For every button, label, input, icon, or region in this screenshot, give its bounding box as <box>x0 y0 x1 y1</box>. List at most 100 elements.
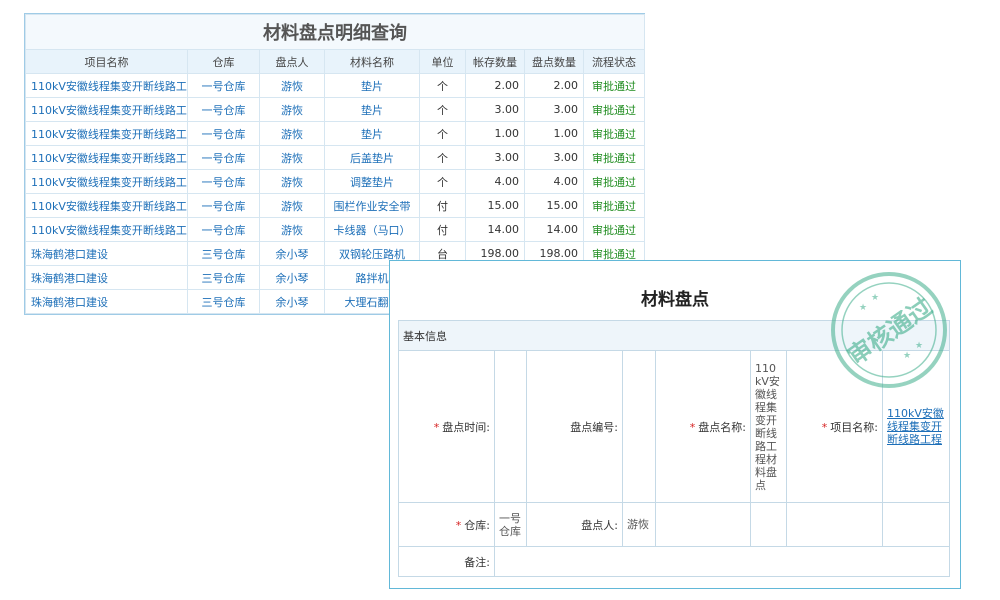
table-cell: 审批通过 <box>583 73 645 98</box>
table-cell: 3.00 <box>524 97 584 122</box>
table-cell: 3.00 <box>465 97 525 122</box>
required-mark: * <box>455 518 462 532</box>
table-cell: 个 <box>419 73 466 98</box>
table-cell: 付 <box>419 193 466 218</box>
table-cell: 游恢 <box>259 169 325 194</box>
table-cell: 审批通过 <box>583 121 645 146</box>
table-cell: 珠海鹤港口建设 <box>25 241 188 266</box>
table-cell: 珠海鹤港口建设 <box>25 289 188 314</box>
table-cell: 3.00 <box>465 145 525 170</box>
table-cell: 垫片 <box>324 121 420 146</box>
field-value <box>750 502 787 547</box>
table-cell: 一号仓库 <box>187 73 260 98</box>
column-header: 帐存数量 <box>465 49 525 74</box>
label-text: 盘点时间: <box>442 420 490 434</box>
field-label <box>655 502 751 547</box>
column-header: 流程状态 <box>583 49 645 74</box>
svg-text:★: ★ <box>859 303 867 313</box>
table-cell: 14.00 <box>524 217 584 242</box>
table-cell: 游恢 <box>259 193 325 218</box>
table-cell: 3.00 <box>524 145 584 170</box>
label-text: 仓库: <box>464 518 490 532</box>
label-text: 项目名称: <box>830 420 878 434</box>
table-cell: 110kV安徽线程集变开断线路工程 <box>25 145 188 170</box>
table-cell: 2.00 <box>524 73 584 98</box>
table-cell: 审批通过 <box>583 217 645 242</box>
data-row: 110kV安徽线程集变开断线路工程 一号仓库 游恢 围栏作业安全带付 15.00 15.0… <box>25 193 645 218</box>
table-cell: 2.00 <box>465 73 525 98</box>
data-row: 110kV安徽线程集变开断线路工程 一号仓库 游恢 调整垫片个 4.00 4.00 审批通过 <box>25 169 645 194</box>
column-header: 材料名称 <box>324 49 420 74</box>
data-row: 110kV安徽线程集变开断线路工程 一号仓库 游恢 垫片个 2.00 2.00 审批通过 <box>25 73 645 98</box>
column-header: 项目名称 <box>25 49 188 74</box>
table-cell: 一号仓库 <box>187 169 260 194</box>
table-cell: 一号仓库 <box>187 145 260 170</box>
form-row: * 盘点时间: 盘点编号: * 盘点名称: 110kV安徽线程集变开断线路工程材料盘点 * 项… <box>398 350 950 503</box>
form-row: * 仓库: 一号仓库 盘点人: 游恢 <box>398 502 950 547</box>
table-cell: 1.00 <box>524 121 584 146</box>
label-text: 盘点编号: <box>570 420 618 434</box>
svg-text:★: ★ <box>871 293 879 303</box>
table-cell: 110kV安徽线程集变开断线路工程 <box>25 97 188 122</box>
table-cell: 4.00 <box>465 169 525 194</box>
form-panel: 材料盘点 基本信息 * 盘点时间: 盘点编号: * 盘点名称: 110kV安徽线程集变开断线… <box>389 260 961 589</box>
field-label: * 项目名称: <box>786 350 883 503</box>
table-cell: 游恢 <box>259 121 325 146</box>
table-cell: 个 <box>419 97 466 122</box>
table-cell: 调整垫片 <box>324 169 420 194</box>
field-label: * 盘点时间: <box>398 350 495 503</box>
label-text: 盘点名称: <box>698 420 746 434</box>
table-cell: 三号仓库 <box>187 265 260 290</box>
required-mark: * <box>689 420 696 434</box>
table-cell: 游恢 <box>259 217 325 242</box>
table-cell: 110kV安徽线程集变开断线路工程 <box>25 73 188 98</box>
table-cell: 余小琴 <box>259 241 325 266</box>
table-cell: 卡线器（马口） <box>324 217 420 242</box>
column-header: 单位 <box>419 49 466 74</box>
table-cell: 三号仓库 <box>187 241 260 266</box>
table-cell: 付 <box>419 217 466 242</box>
table-cell: 个 <box>419 169 466 194</box>
project-link[interactable]: 110kV安徽线程集变开断线路工程 <box>887 407 944 446</box>
field-value <box>494 546 950 577</box>
value-text: 游恢 <box>627 518 649 531</box>
label-text: 备注: <box>464 555 490 569</box>
table-cell: 围栏作业安全带 <box>324 193 420 218</box>
table-cell: 14.00 <box>465 217 525 242</box>
list-title: 材料盘点明细查询 <box>25 14 645 50</box>
material-list: 材料盘点明细查询 项目名称 仓库 盘点人 材料名称 单位 帐存数量 盘点数量 流程状态 110kV… <box>24 13 645 315</box>
table-cell: 审批通过 <box>583 145 645 170</box>
table-cell: 一号仓库 <box>187 193 260 218</box>
field-label: 盘点人: <box>526 502 623 547</box>
table-cell: 15.00 <box>524 193 584 218</box>
table-cell: 110kV安徽线程集变开断线路工程 <box>25 169 188 194</box>
table-cell: 4.00 <box>524 169 584 194</box>
field-value: 一号仓库 <box>494 502 527 547</box>
column-header: 盘点数量 <box>524 49 584 74</box>
table-cell: 余小琴 <box>259 289 325 314</box>
field-value: 110kV安徽线程集变开断线路工程 <box>882 350 950 503</box>
table-cell: 个 <box>419 121 466 146</box>
field-value: 110kV安徽线程集变开断线路工程材料盘点 <box>750 350 787 503</box>
form-row: 备注: <box>398 546 950 577</box>
table-cell: 审批通过 <box>583 193 645 218</box>
table-cell: 1.00 <box>465 121 525 146</box>
section-title: 基本信息 <box>398 320 950 351</box>
required-mark: * <box>433 420 440 434</box>
value-text: 110kV安徽线程集变开断线路工程材料盘点 <box>755 361 780 492</box>
table-cell: 110kV安徽线程集变开断线路工程 <box>25 193 188 218</box>
form-title: 材料盘点 <box>641 290 709 310</box>
table-cell: 后盖垫片 <box>324 145 420 170</box>
table-cell: 游恢 <box>259 145 325 170</box>
field-label: * 仓库: <box>398 502 495 547</box>
header-row: 项目名称 仓库 盘点人 材料名称 单位 帐存数量 盘点数量 流程状态 <box>25 49 645 74</box>
table-cell: 110kV安徽线程集变开断线路工程 <box>25 121 188 146</box>
field-value <box>494 350 527 503</box>
field-label: * 盘点名称: <box>655 350 751 503</box>
field-value: 游恢 <box>622 502 656 547</box>
field-value <box>882 502 950 547</box>
table-cell: 游恢 <box>259 73 325 98</box>
field-value <box>622 350 656 503</box>
field-label <box>786 502 883 547</box>
table-cell: 余小琴 <box>259 265 325 290</box>
